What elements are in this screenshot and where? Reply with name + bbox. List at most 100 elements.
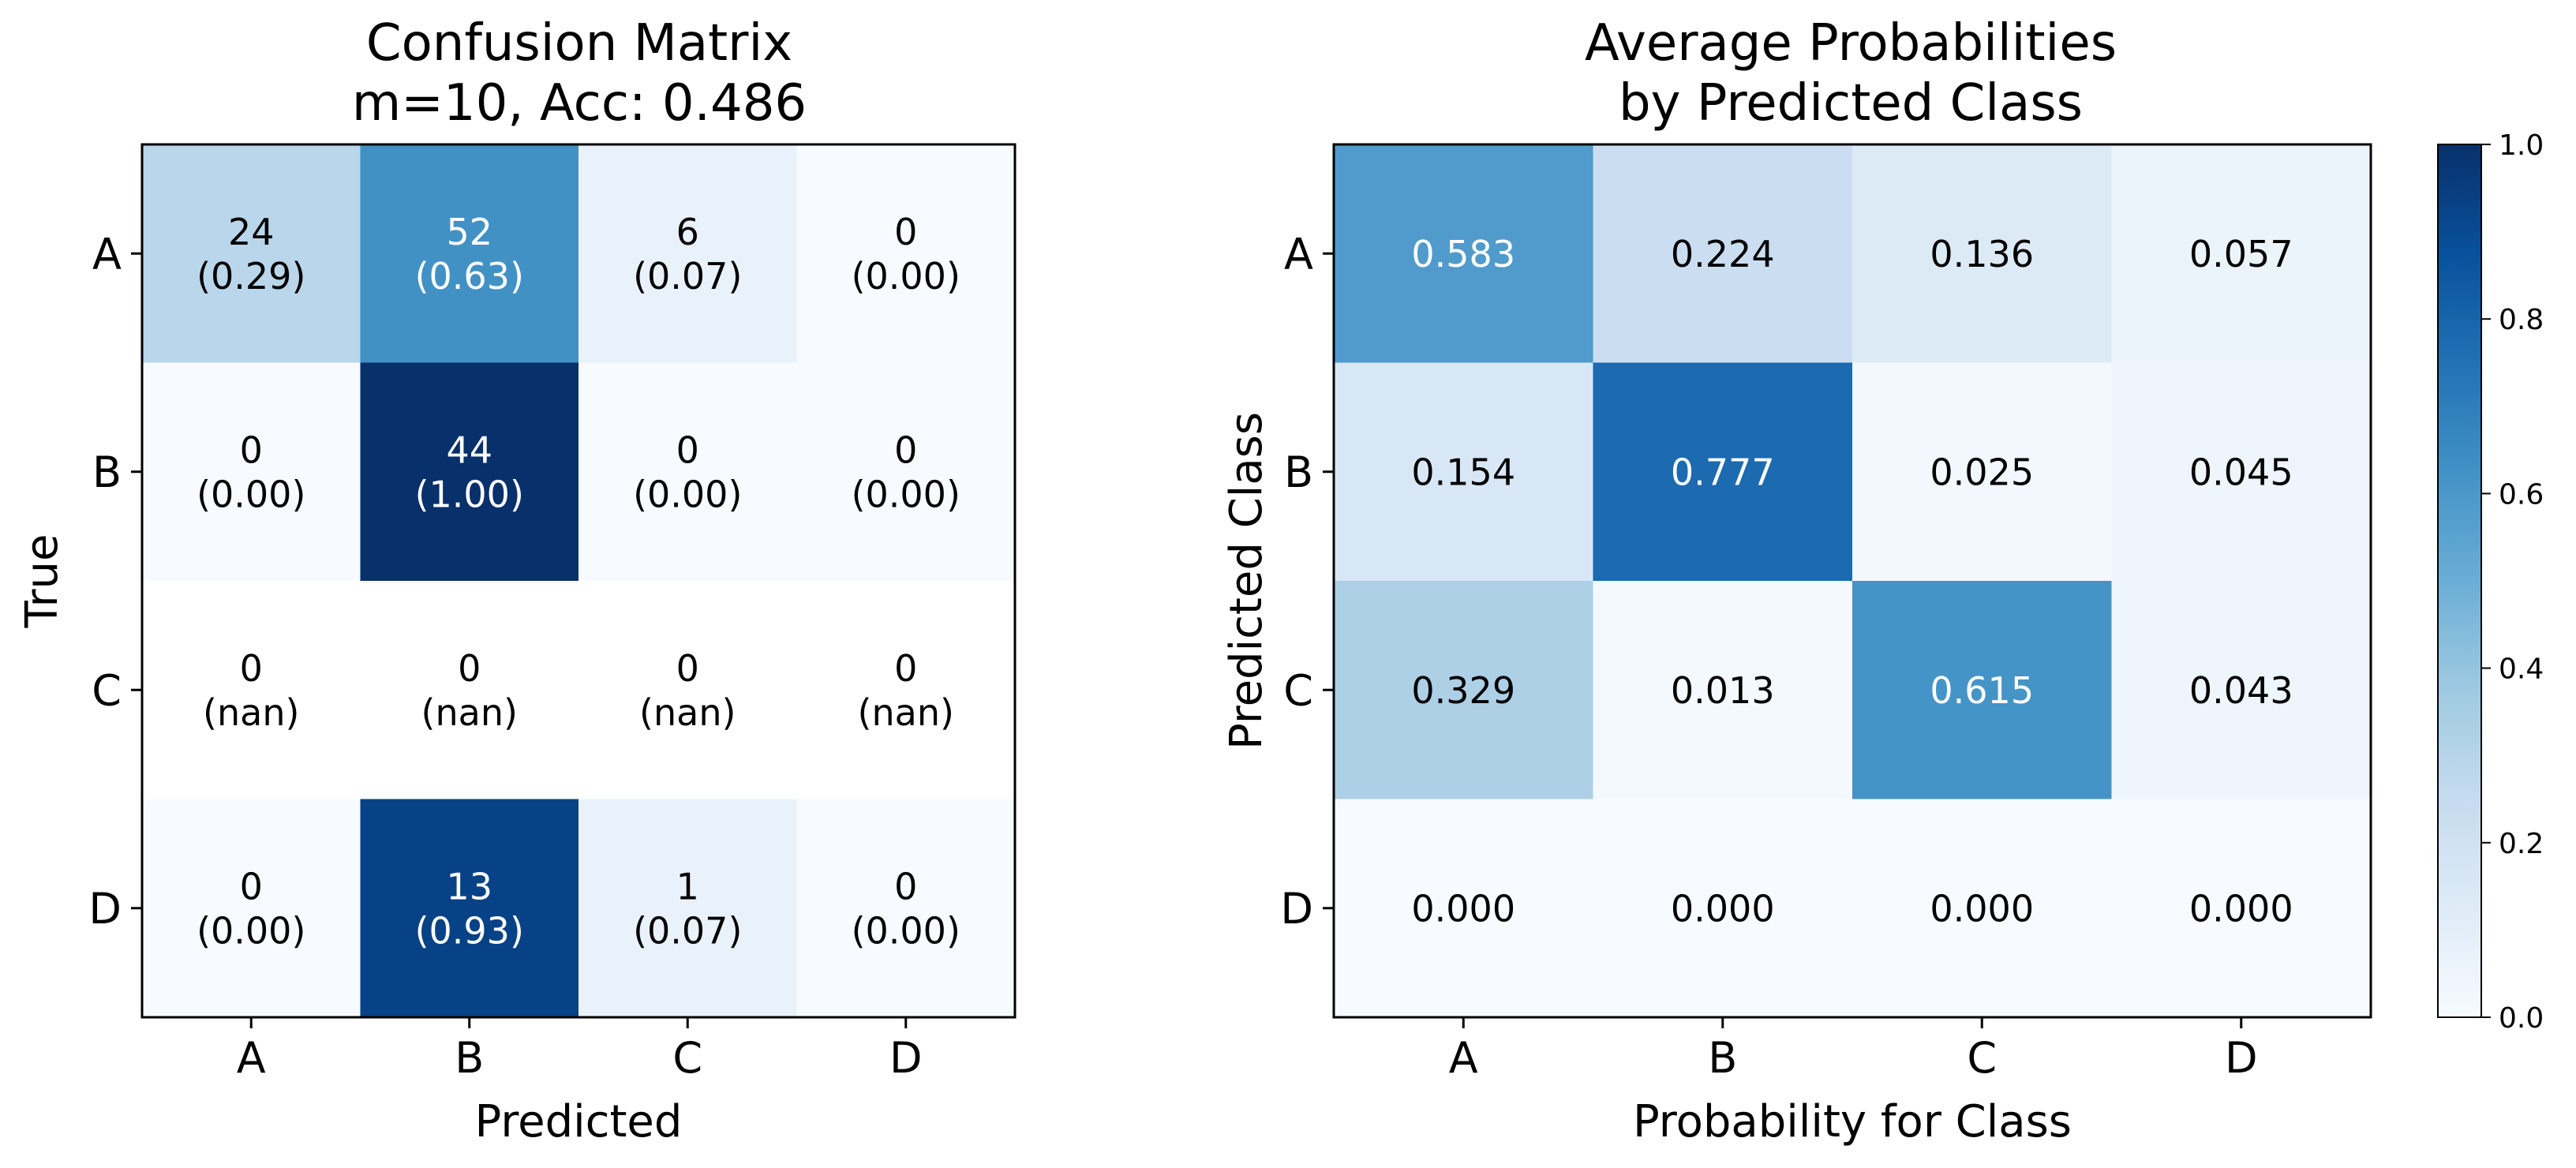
x-axis-ticks: A B C D (1449, 1017, 2258, 1083)
cell-label: 0.000 (1671, 887, 1775, 930)
cell-label: 52 (446, 211, 492, 253)
heatmap-cell-a-c (578, 144, 797, 363)
heatmap-cells (1334, 144, 2372, 1018)
heatmap-cell-c-d (796, 581, 1016, 799)
cell-label: (1.00) (415, 473, 524, 515)
cell-label: (nan) (203, 691, 299, 734)
y-axis-ticks: A B C D (88, 229, 142, 934)
x-tick-label: B (1708, 1033, 1737, 1083)
cell-label: (nan) (639, 691, 736, 734)
y-tick-label: C (92, 665, 122, 715)
confusion-matrix-panel: Confusion Matrix m=10, Acc: 0.486 24(0.2… (17, 14, 1017, 1147)
colorbar-ticks: 0.0 0.2 0.4 0.6 0.8 1.0 (2481, 129, 2544, 1035)
heatmap-cell-a-b (1593, 144, 1853, 363)
cell-label: 0 (894, 211, 917, 253)
cell-label: (0.93) (415, 909, 524, 952)
x-axis-label: Probability for Class (1633, 1096, 2072, 1147)
heatmap-cell-b-a (1334, 362, 1593, 582)
x-tick-label: D (2225, 1033, 2258, 1083)
x-tick-label: D (889, 1033, 923, 1083)
colorbar-tick-label: 1.0 (2499, 129, 2544, 162)
heatmap-cell-b-d (796, 362, 1016, 582)
cell-label: 0.025 (1930, 451, 2034, 493)
y-tick-label: D (1280, 884, 1313, 934)
plot-frame (140, 143, 1017, 1019)
cell-label: (nan) (421, 691, 518, 734)
cell-label: 0 (894, 647, 917, 690)
cell-label: 0.329 (1411, 669, 1515, 712)
heatmap-cell-c-b (360, 581, 579, 799)
heatmap-cell-c-a (1334, 581, 1593, 799)
cell-label: (0.07) (633, 255, 742, 298)
average-probabilities-panel: Average Probabilities by Predicted Class… (1221, 14, 2544, 1147)
colorbar: 0.0 0.2 0.4 0.6 0.8 1.0 (2437, 129, 2544, 1035)
heatmap-cell-d-c (578, 799, 797, 1018)
cell-label: 0 (240, 865, 263, 908)
heatmap-cell-c-c (578, 581, 797, 799)
colorbar-tick-label: 0.6 (2499, 478, 2544, 511)
cell-label: (0.00) (633, 473, 742, 515)
cell-label: 0.013 (1671, 669, 1775, 712)
cell-label: 6 (676, 211, 699, 253)
heatmap-cell-c-d (2111, 581, 2372, 799)
heatmap-cell-d-a (142, 799, 361, 1018)
cell-label: (0.63) (415, 255, 524, 298)
cell-label: 0.136 (1930, 233, 2034, 275)
x-axis-ticks: A B C D (237, 1017, 923, 1083)
cell-label: 0.043 (2189, 669, 2293, 712)
heatmap-cell-b-c (578, 362, 797, 582)
colorbar-tick-label: 0.4 (2499, 653, 2544, 686)
cell-label: 0 (894, 865, 917, 908)
colorbar-gradient (2437, 144, 2482, 1018)
heatmap-cell-d-d (796, 799, 1016, 1018)
heatmap-cell-c-c (1852, 581, 2112, 799)
heatmap-cell-d-c (1852, 799, 2112, 1018)
y-axis-ticks: A B C D (1280, 229, 1334, 934)
cell-label: (0.00) (197, 473, 305, 515)
heatmap-cell-a-b (360, 144, 579, 363)
colorbar-tick-label: 0.0 (2499, 1002, 2544, 1035)
cell-label: 0.583 (1411, 233, 1515, 275)
heatmap-cell-d-a (1334, 799, 1593, 1018)
heatmap-cell-c-b (1593, 581, 1853, 799)
cell-label: (0.29) (197, 255, 305, 298)
heatmap-cell-d-d (2111, 799, 2372, 1018)
cell-label: (0.00) (852, 909, 960, 952)
heatmap-cell-a-d (796, 144, 1016, 363)
cell-label: 13 (446, 865, 492, 908)
cell-label: 0 (240, 429, 263, 471)
cell-label: (0.00) (852, 255, 960, 298)
x-tick-label: C (1967, 1033, 1997, 1083)
cell-label: (0.07) (633, 909, 742, 952)
cell-label: 0.000 (1411, 887, 1515, 930)
y-axis-label: Predicted Class (1221, 412, 1272, 750)
chart-title-line-2: m=10, Acc: 0.486 (352, 74, 807, 133)
cell-label: 0 (676, 647, 699, 690)
plot-frame (1332, 143, 2372, 1019)
y-tick-label: A (1284, 229, 1313, 279)
colorbar-tick-label: 0.8 (2499, 304, 2544, 336)
colorbar-tick-label: 0.2 (2499, 828, 2544, 860)
cell-label: 24 (228, 211, 275, 253)
x-tick-label: B (455, 1033, 484, 1083)
y-tick-label: B (92, 447, 122, 497)
cell-label: (0.00) (852, 473, 960, 515)
cell-label: 0.045 (2189, 451, 2293, 493)
heatmap-cell-b-c (1852, 362, 2112, 582)
cell-label: 44 (446, 429, 492, 471)
heatmap-cell-c-a (142, 581, 361, 799)
cell-label: 0.000 (1930, 887, 2034, 930)
cell-label: (0.00) (197, 909, 305, 952)
cell-label: 0 (894, 429, 917, 471)
cell-label: 0.154 (1411, 451, 1515, 493)
x-axis-label: Predicted (475, 1096, 683, 1147)
y-tick-label: A (92, 229, 122, 279)
y-axis-label: True (17, 534, 68, 629)
cell-label: 0.057 (2189, 233, 2293, 275)
heatmap-cell-b-d (2111, 362, 2372, 582)
cell-label: 1 (676, 865, 699, 908)
cell-label: 0 (458, 647, 481, 690)
y-tick-label: C (1283, 665, 1313, 715)
heatmap-cell-b-b (1593, 362, 1853, 582)
